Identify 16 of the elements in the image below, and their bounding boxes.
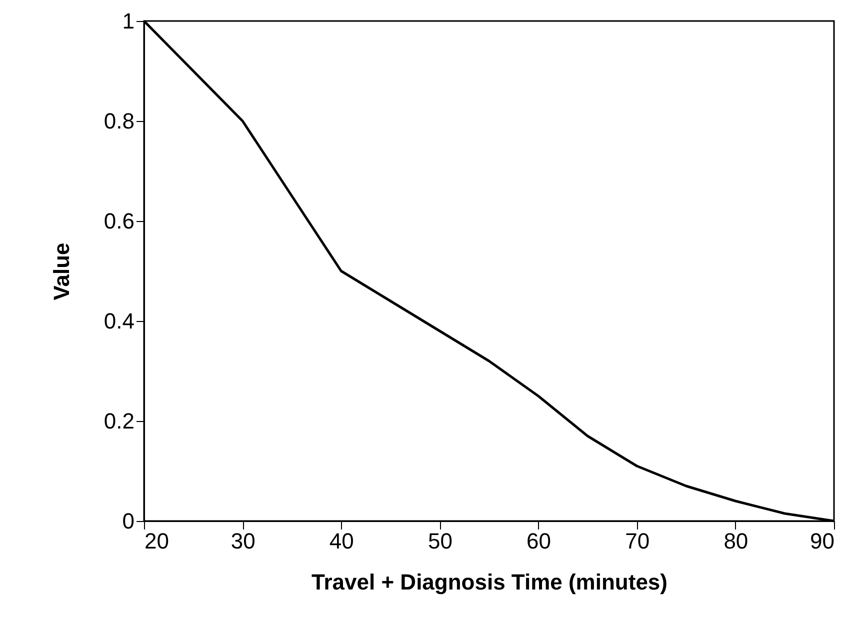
x-tick-label: 90 [810,528,834,554]
x-tick-label: 20 [144,528,169,554]
x-axis-title: Travel + Diagnosis Time (minutes) [312,570,668,594]
y-tick-label: 0.4 [104,308,134,334]
y-tick-label: 0.8 [104,108,134,134]
x-tick-label: 50 [428,528,452,554]
y-tick-label: 0 [122,508,134,534]
x-tick-label: 70 [625,528,650,554]
x-tick-label: 30 [230,528,256,554]
x-tick-label: 40 [329,528,354,554]
y-tick-label: 1 [122,8,134,34]
x-tick-label: 80 [724,528,748,554]
y-axis-title: Value [48,242,74,300]
y-tick-label: 0.6 [104,208,134,234]
x-tick-label: 60 [526,528,552,554]
y-tick-label: 0.2 [104,408,134,434]
